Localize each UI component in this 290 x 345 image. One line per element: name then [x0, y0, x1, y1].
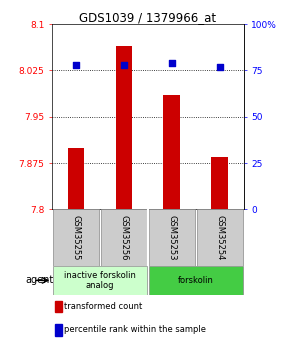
- Text: GSM35254: GSM35254: [215, 215, 224, 260]
- Point: [218, 64, 222, 69]
- Bar: [197, 209, 243, 266]
- Text: inactive forskolin
analog: inactive forskolin analog: [64, 271, 136, 290]
- Point: [74, 62, 78, 68]
- Bar: [53, 266, 147, 295]
- Bar: [164, 95, 180, 209]
- Bar: [55, 324, 62, 336]
- Text: GSM35253: GSM35253: [167, 215, 176, 260]
- Text: GSM35256: GSM35256: [119, 215, 128, 260]
- Bar: [53, 209, 99, 266]
- Text: GSM35255: GSM35255: [72, 215, 81, 260]
- Text: forskolin: forskolin: [178, 276, 214, 285]
- Point: [169, 60, 174, 66]
- Text: transformed count: transformed count: [64, 302, 142, 311]
- Text: agent: agent: [25, 275, 53, 285]
- Bar: [55, 301, 62, 312]
- Bar: [211, 157, 228, 209]
- Bar: [149, 266, 243, 295]
- Point: [122, 62, 126, 68]
- Bar: [116, 46, 132, 209]
- Bar: [101, 209, 147, 266]
- Title: GDS1039 / 1379966_at: GDS1039 / 1379966_at: [79, 11, 216, 24]
- Text: percentile rank within the sample: percentile rank within the sample: [64, 325, 206, 335]
- Bar: [68, 148, 84, 209]
- Bar: [149, 209, 195, 266]
